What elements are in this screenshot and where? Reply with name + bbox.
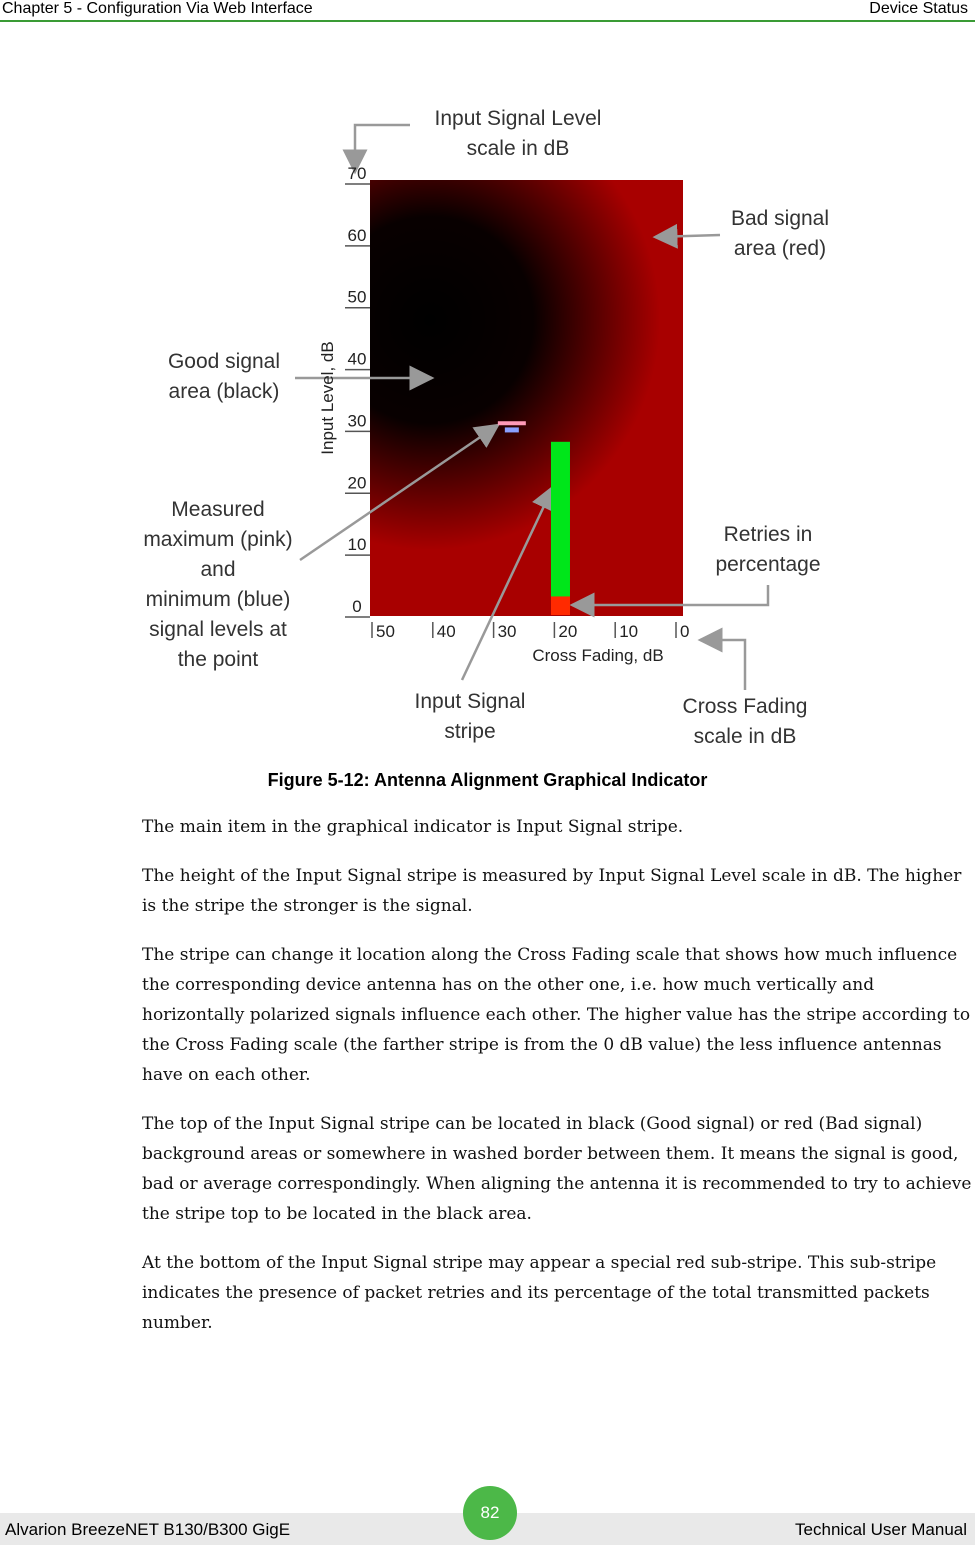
x-tick-label: 30 [498,622,517,641]
header-right: Device Status [869,0,968,17]
annotation: and [200,558,235,581]
annotation: Cross Fading [683,695,808,718]
annotation: percentage [715,553,820,576]
footer-right: Technical User Manual [795,1520,967,1539]
paragraph: At the bottom of the Input Signal stripe… [142,1253,937,1333]
x-tick-label: 0 [680,622,689,641]
annotation: scale in dB [694,725,797,748]
y-tick-label: 30 [348,411,367,430]
annotation: stripe [444,720,495,743]
annotation: signal levels at [149,618,287,641]
footer-left: Alvarion BreezeNET B130/B300 GigE [5,1520,291,1539]
x-tick-label: 40 [437,622,456,641]
annotation: the point [178,648,259,671]
figure: Input Level, dB Cross Fading, dB 0 10 20 30… [143,107,829,748]
annotation: Input Signal [415,690,526,713]
y-tick-label: 20 [348,473,367,492]
annotation: minimum (blue) [146,588,291,611]
y-axis-title: Input Level, dB [318,341,337,454]
measured-minimum [504,427,519,433]
x-axis-title: Cross Fading, dB [532,646,663,665]
annotation: Input Signal Level [435,107,602,130]
y-tick-label: 50 [348,288,367,307]
annotation: area (black) [169,380,280,403]
annotation: Measured [171,498,264,521]
x-tick-label: 10 [619,622,638,641]
paragraph: The stripe can change it location along … [142,945,971,1085]
body-text: The main item in the graphical indicator… [142,812,974,1357]
y-tick-label: 40 [348,350,367,369]
x-tick-label: 20 [558,622,577,641]
figure-caption: Figure 5-12: Antenna Alignment Graphical… [267,770,708,790]
y-tick-label: 60 [348,226,367,245]
retries-sub-stripe [550,596,570,615]
header-rule [0,20,975,22]
paragraph: The height of the Input Signal stripe is… [142,866,962,916]
annotation: scale in dB [467,137,570,160]
annotation: area (red) [734,237,826,260]
header-left: Chapter 5 - Configuration Via Web Interf… [2,0,313,17]
input-signal-stripe [550,441,570,615]
annotation: Good signal [168,350,280,373]
arrows [295,123,770,690]
good-area [370,180,683,616]
y-tick-label: 70 [348,164,367,183]
annotation: maximum (pink) [143,528,292,551]
measured-maximum [497,421,526,426]
x-tick-label: 50 [376,622,395,641]
y-tick-label: 10 [348,535,367,554]
paragraph: The main item in the graphical indicator… [142,817,684,837]
annotation: Bad signal [731,207,829,230]
page-number: 82 [463,1486,517,1540]
y-tick-label: 0 [352,597,361,616]
annotation: Retries in [724,523,813,546]
paragraph: The top of the Input Signal stripe can b… [142,1114,972,1224]
